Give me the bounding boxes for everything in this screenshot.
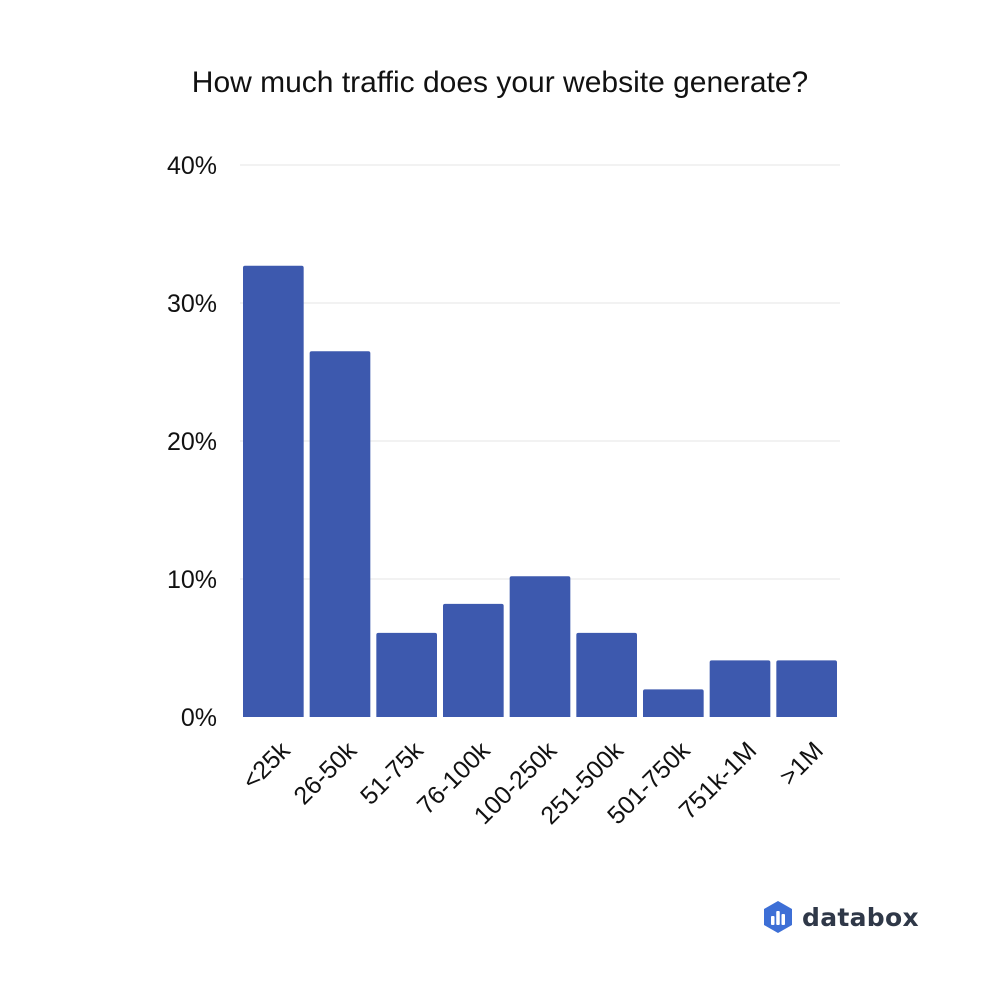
x-tick-label: >1M	[774, 736, 829, 791]
bar	[709, 660, 771, 717]
bar	[576, 632, 637, 717]
y-axis-ticks: 0% 10% 20% 30% 40%	[167, 152, 217, 732]
bar	[509, 576, 571, 717]
bar	[376, 632, 437, 717]
bar	[243, 265, 304, 717]
y-tick-label: 40%	[167, 152, 217, 180]
bar	[443, 603, 504, 717]
databox-brand: databox	[762, 900, 919, 934]
chart-title: How much traffic does your website gener…	[191, 66, 809, 99]
y-tick-label: 0%	[181, 704, 217, 732]
bar	[643, 689, 704, 717]
databox-logo-icon	[764, 901, 792, 933]
x-tick-label: 26-50k	[288, 736, 362, 810]
x-tick-label: <25k	[237, 736, 296, 795]
bar	[776, 660, 837, 717]
brand-name: databox	[802, 902, 919, 932]
x-axis-labels: <25k26-50k51-75k76-100k100-250k251-500k5…	[237, 736, 829, 830]
y-tick-label: 30%	[167, 290, 217, 318]
y-tick-label: 20%	[167, 428, 217, 456]
bar	[309, 351, 371, 717]
bars	[243, 265, 837, 717]
y-tick-label: 10%	[167, 566, 217, 594]
